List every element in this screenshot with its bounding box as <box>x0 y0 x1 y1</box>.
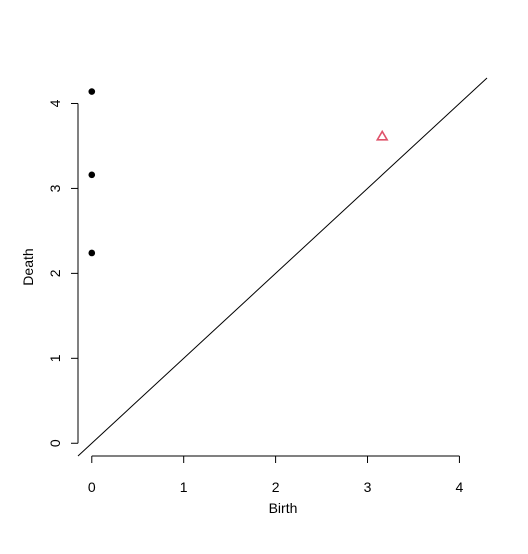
y-tick-label: 2 <box>47 269 63 277</box>
diagonal-layer <box>77 77 488 457</box>
y-axis: 0 1 2 3 4 <box>47 99 79 447</box>
data-point-dim0 <box>88 171 96 179</box>
data-point-dim0 <box>88 249 96 257</box>
x-tick-label: 2 <box>272 479 280 495</box>
data-point-dim1 <box>375 129 389 141</box>
y-tick-label: 3 <box>47 184 63 192</box>
y-tick-label: 1 <box>47 354 63 362</box>
diagonal-line <box>77 77 488 457</box>
x-tick-label: 0 <box>88 479 96 495</box>
x-tick-label: 4 <box>456 479 464 495</box>
y-axis-title: Death <box>20 248 36 285</box>
points-layer <box>88 88 389 257</box>
y-tick-label: 4 <box>47 99 63 107</box>
x-tick-label: 1 <box>180 479 188 495</box>
y-tick-label: 0 <box>47 439 63 447</box>
data-point-dim0 <box>88 88 96 95</box>
x-tick-label: 3 <box>364 479 372 495</box>
x-axis-title: Birth <box>269 500 298 516</box>
x-axis: 0 1 2 3 4 <box>88 455 464 495</box>
